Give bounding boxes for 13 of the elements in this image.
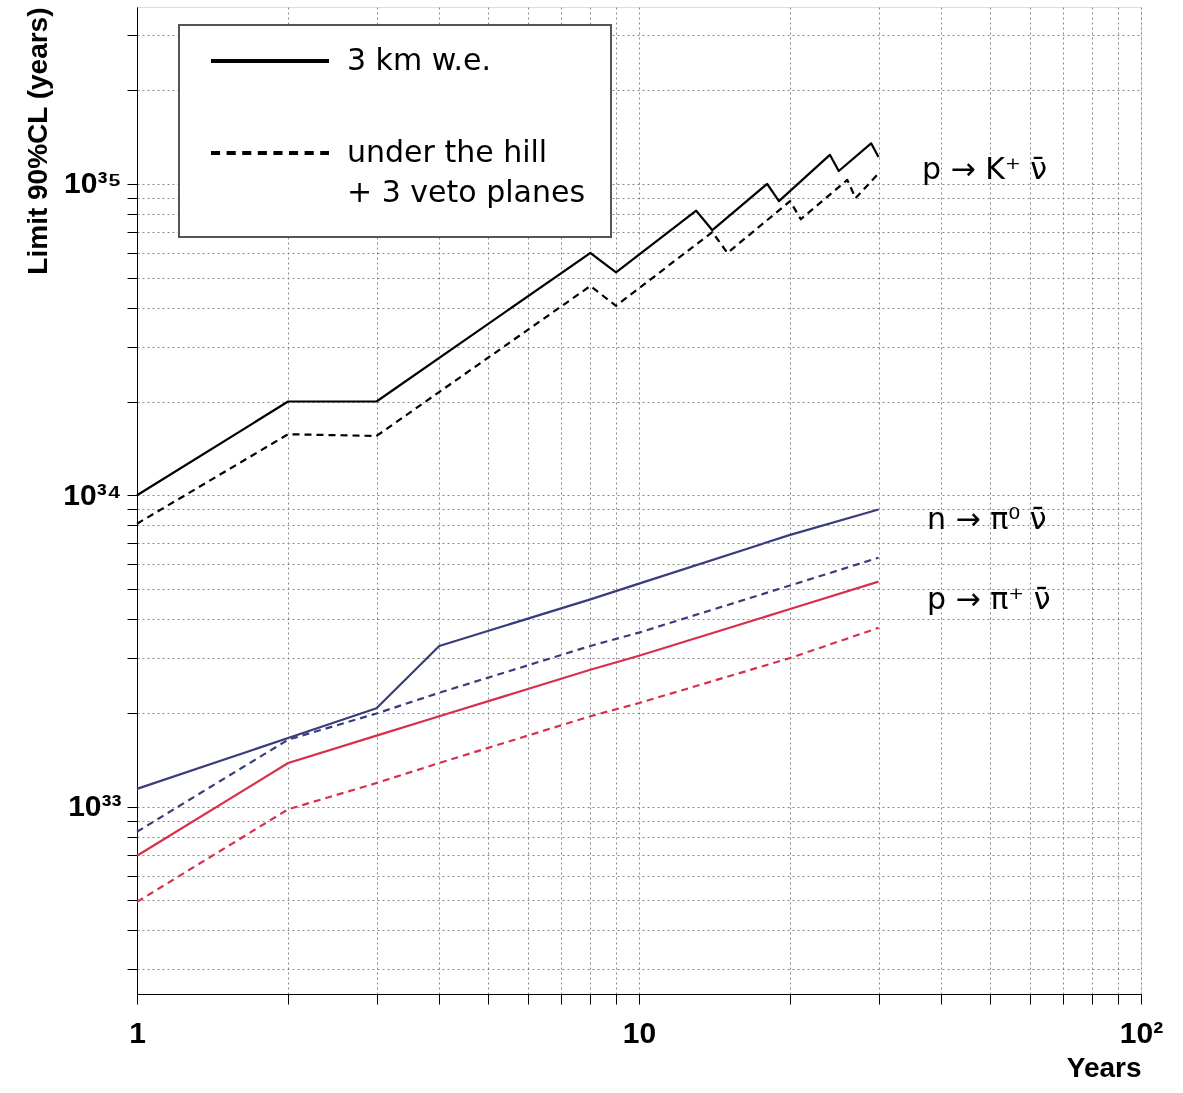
annotation: p → π⁺ ν̄ [927,581,1051,616]
x-axis-title: Years [1066,1051,1142,1083]
y-tick-label: 10³⁵ [64,166,122,200]
y-axis-title: Limit 90%CL (years) [22,7,54,275]
annotation: p → K⁺ ν̄ [922,151,1048,186]
legend-label: under the hill + 3 veto planes [347,134,586,209]
annotation: n → π⁰ ν̄ [927,501,1047,536]
legend-label: 3 km w.e. [347,42,492,77]
x-tick-label: 10² [1119,1015,1164,1049]
x-tick-label: 10 [622,1015,657,1049]
x-tick-label: 1 [129,1015,146,1049]
y-tick-label: 10³³ [68,789,122,823]
y-tick-label: 10³⁴ [63,477,122,511]
